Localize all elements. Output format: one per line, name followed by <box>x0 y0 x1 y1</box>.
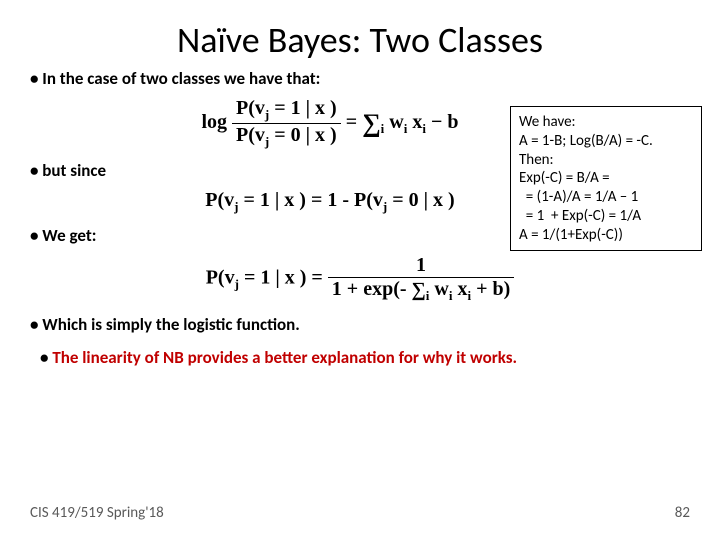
eq1-rhs-b: x <box>412 111 422 133</box>
eq3-den-b: w <box>429 278 448 300</box>
eq3-den-d: + b) <box>471 278 510 300</box>
bullet-5: • The linearity of NB provides a better … <box>40 347 690 368</box>
eq1-rhs-sub: i <box>404 121 408 136</box>
eq3-frac: 1 1 + exp(- ∑i wi xi + b) <box>328 254 515 304</box>
sigma-icon-2: ∑ <box>412 279 426 301</box>
callout-line-4: Exp(-C) = B/A = <box>519 169 693 188</box>
eq3-den-a: 1 + exp(- <box>332 278 412 300</box>
eq1-sum-sub: i <box>381 121 385 136</box>
eq3-lhs-a: P(v <box>206 267 235 289</box>
bullet-4: • Which is simply the logistic function. <box>30 314 690 335</box>
slide-title: Naïve Bayes: Two Classes <box>0 0 720 68</box>
footer-course: CIS 419/519 Spring'18 <box>30 504 164 522</box>
eq1-rhs-a: w <box>389 111 403 133</box>
eq1-num-a: P(v <box>236 97 265 119</box>
eq1-den-b: = 0 | x ) <box>269 124 336 146</box>
eq3-lhs-b: = 1 | x ) = <box>239 267 328 289</box>
eq3-num: 1 <box>328 254 515 278</box>
sigma-icon: ∑ <box>362 109 381 138</box>
eq1-num-b: = 1 | x ) <box>269 97 336 119</box>
bullet-5-text-a: The linearity of NB provides a better ex… <box>52 347 422 368</box>
equation-3: P(vj = 1 | x ) = 1 1 + exp(- ∑i wi xi + … <box>30 254 690 304</box>
bullet-1: • In the case of two classes we have tha… <box>30 68 690 89</box>
eq3-den-c: x <box>452 278 467 300</box>
eq1-tail: − b <box>431 111 459 133</box>
footer-page-number: 82 <box>675 504 690 522</box>
callout-line-5: = (1-A)/A = 1/A – 1 <box>519 188 693 207</box>
eq1-frac: P(vj = 1 | x ) P(vj = 0 | x ) <box>232 97 341 150</box>
eq2-a: P(v <box>205 189 234 211</box>
eq1-rhs2-sub: i <box>422 121 426 136</box>
callout-line-7: A = 1/(1+Exp(-C)) <box>519 226 693 245</box>
eq1-log: log <box>201 111 227 133</box>
derivation-callout: We have: A = 1-B; Log(B/A) = -C. Then: E… <box>510 106 702 251</box>
bullet-5-marker: • <box>40 347 52 368</box>
eq1-den-a: P(v <box>236 124 265 146</box>
callout-line-1: We have: <box>519 113 693 132</box>
eq2-end: = 0 | x ) <box>387 189 454 211</box>
bullet-5-text-b: why it works. <box>423 347 517 368</box>
callout-line-2: A = 1-B; Log(B/A) = -C. <box>519 132 693 151</box>
eq2-mid: = 1 | x ) = 1 - P(v <box>239 189 383 211</box>
eq1-eq: = <box>346 111 362 133</box>
callout-line-3: Then: <box>519 151 693 170</box>
callout-line-6: = 1 + Exp(-C) = 1/A <box>519 207 693 226</box>
